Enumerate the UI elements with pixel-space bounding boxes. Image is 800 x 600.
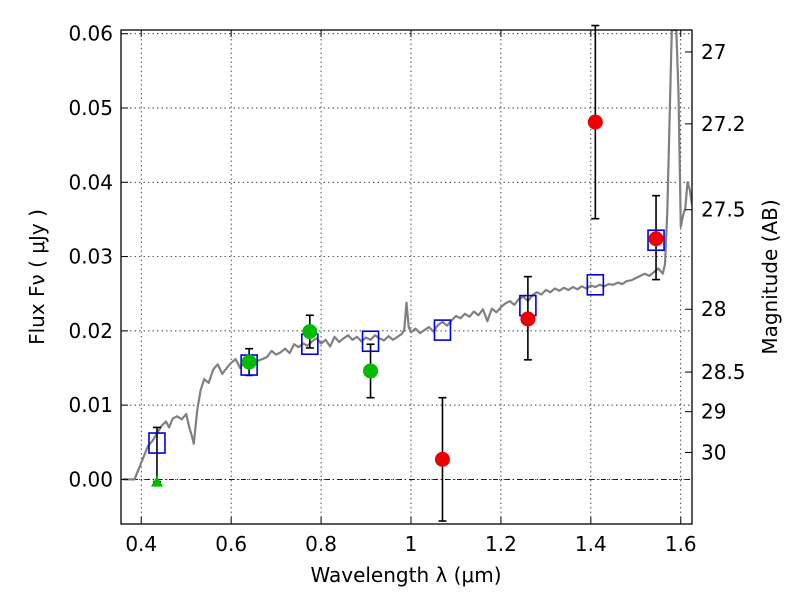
- y2-tick-label: 28.5: [701, 360, 746, 384]
- model-spectrum-line: [123, 30, 692, 481]
- detection-point: [302, 324, 318, 340]
- low-significance-point: [520, 311, 536, 327]
- y-tick-label: 0.04: [68, 170, 113, 194]
- y2-tick-label: 27.5: [701, 198, 746, 222]
- x-tick-label: 1.4: [575, 532, 607, 556]
- y-tick-label: 0.05: [68, 96, 113, 120]
- x-tick-label: 1.6: [665, 532, 697, 556]
- model-photometry-point: [433, 319, 452, 341]
- x-tick-label: 0.6: [215, 532, 247, 556]
- y2-tick-label: 29: [701, 400, 726, 424]
- y-tick-label: 0.06: [68, 22, 113, 46]
- model-spectrum-layer: [123, 30, 692, 481]
- model-photometry-point: [361, 330, 380, 353]
- plot-frame: [120, 29, 693, 525]
- y2-tick-label: 28: [701, 297, 726, 321]
- y-tick-label: 0.03: [68, 245, 113, 269]
- x-tick-label: 0.8: [305, 532, 337, 556]
- y2-axis-label: Magnitude (AB): [758, 199, 782, 354]
- markers-layer: [148, 114, 665, 487]
- y2-tick-label: 27: [701, 40, 726, 64]
- upper-limit-point: [150, 475, 163, 487]
- x-axis-label: Wavelength λ (μm): [310, 563, 501, 587]
- low-significance-point: [587, 114, 603, 130]
- y2-tick-label: 30: [701, 440, 726, 464]
- x-tick-label: 1: [405, 532, 418, 556]
- x-tick-label: 0.4: [125, 532, 157, 556]
- y-tick-label: 0.01: [68, 393, 113, 417]
- low-significance-point: [434, 451, 450, 467]
- x-tick-label: 1.2: [485, 532, 517, 556]
- model-photometry-point: [148, 432, 166, 454]
- model-photometry-point: [586, 273, 605, 296]
- y-tick-label: 0.02: [68, 319, 113, 343]
- ticks-layer: 0.4 0.6 0.8 1 1.2 1.4 1.6 0.00 0.01 0.02 0.03 0.04 0…: [68, 22, 745, 556]
- grid: [121, 30, 692, 524]
- detection-point: [363, 363, 379, 379]
- y2-tick-label: 27.2: [701, 112, 746, 136]
- detection-point: [241, 354, 257, 370]
- y-axis-label: Flux Fν ( μJy ): [25, 209, 49, 345]
- y-tick-label: 0.00: [68, 467, 113, 491]
- model-photometry-point: [647, 229, 665, 252]
- low-significance-point: [648, 231, 664, 247]
